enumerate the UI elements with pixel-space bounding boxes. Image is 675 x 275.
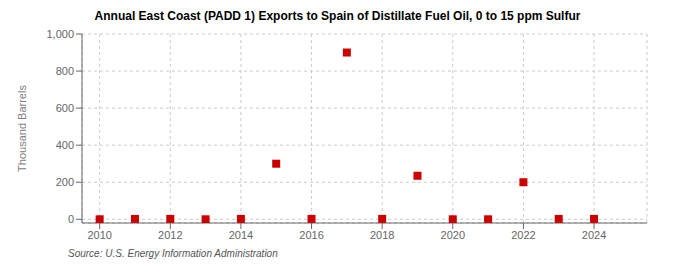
svg-text:0: 0 <box>68 213 74 225</box>
svg-text:2024: 2024 <box>582 229 606 241</box>
svg-text:2022: 2022 <box>511 229 535 241</box>
html-text:Annual East Coast (PADD 1) Exp: Annual East Coast (PADD 1) Exports to Sp… <box>94 9 581 23</box>
svg-text:2012: 2012 <box>158 229 182 241</box>
svg-text:200: 200 <box>56 176 74 188</box>
html-text:Source: U.S. Energy Informatio: Source: U.S. Energy Information Administ… <box>68 248 278 259</box>
svg-text:2020: 2020 <box>441 229 465 241</box>
svg-text:2018: 2018 <box>370 229 394 241</box>
svg-text:Thousand Barrels: Thousand Barrels <box>16 85 28 172</box>
svg-text:2016: 2016 <box>299 229 323 241</box>
svg-text:2010: 2010 <box>87 229 111 241</box>
svg-text:600: 600 <box>56 102 74 114</box>
svg-text:2014: 2014 <box>229 229 253 241</box>
svg-text:1,000: 1,000 <box>46 28 74 40</box>
svg-text:400: 400 <box>56 139 74 151</box>
svg-text:800: 800 <box>56 65 74 77</box>
